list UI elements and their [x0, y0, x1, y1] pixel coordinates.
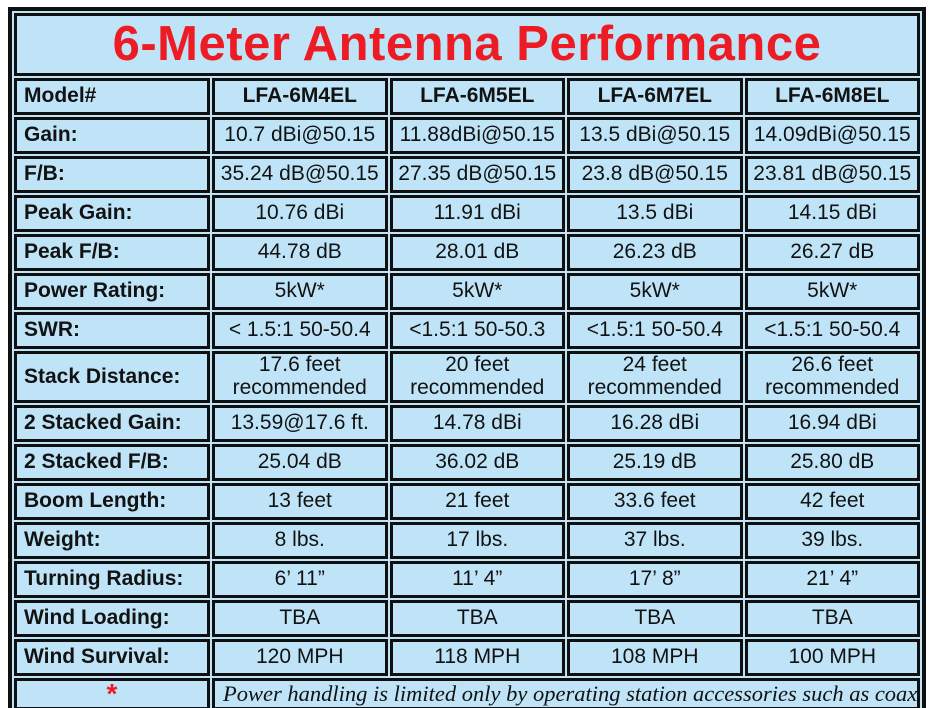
- cell-value: 39 lbs.: [744, 522, 920, 559]
- row-label: Power Rating:: [14, 273, 210, 310]
- cell-value: 23.81 dB@50.15: [744, 156, 920, 193]
- cell-value: 21 feet: [389, 483, 565, 520]
- cell-value: 35.24 dB@50.15: [212, 156, 388, 193]
- cell-value: 24 feet recommended: [567, 351, 743, 403]
- cell-value: 10.7 dBi@50.15: [212, 117, 388, 154]
- header-row: Model# LFA-6M4EL LFA-6M5EL LFA-6M7EL LFA…: [14, 78, 920, 115]
- cell-value: 17.6 feet recommended: [212, 351, 388, 403]
- cell-value: 13.5 dBi: [567, 195, 743, 232]
- cell-value: 5kW*: [567, 273, 743, 310]
- cell-value: 17 lbs.: [389, 522, 565, 559]
- cell-value: 44.78 dB: [212, 234, 388, 271]
- cell-value: 120 MPH: [212, 639, 388, 676]
- cell-value: 13.59@17.6 ft.: [212, 405, 388, 442]
- cell-value: 8 lbs.: [212, 522, 388, 559]
- row-label: F/B:: [14, 156, 210, 193]
- row-label: Gain:: [14, 117, 210, 154]
- footnote-text: Power handling is limited only by operat…: [212, 678, 920, 708]
- cell-value: 42 feet: [744, 483, 920, 520]
- row-label: Wind Loading:: [14, 600, 210, 637]
- cell-value: 26.6 feet recommended: [744, 351, 920, 403]
- row-label: 2 Stacked Gain:: [14, 405, 210, 442]
- row-label: Weight:: [14, 522, 210, 559]
- page-title: 6-Meter Antenna Performance: [14, 13, 920, 76]
- cell-value: 37 lbs.: [567, 522, 743, 559]
- cell-value: <1.5:1 50-50.4: [567, 312, 743, 349]
- row-label: Peak Gain:: [14, 195, 210, 232]
- row-label: Turning Radius:: [14, 561, 210, 598]
- row-label: Boom Length:: [14, 483, 210, 520]
- cell-value: 16.94 dBi: [744, 405, 920, 442]
- row-label: 2 Stacked F/B:: [14, 444, 210, 481]
- cell-value: 16.28 dBi: [567, 405, 743, 442]
- table-row: Stack Distance: 17.6 feet recommended 20 f…: [14, 351, 920, 403]
- row-label: SWR:: [14, 312, 210, 349]
- cell-value: <1.5:1 50-50.4: [744, 312, 920, 349]
- column-header-lfa-6m7el: LFA-6M7EL: [567, 78, 743, 115]
- cell-value: 11.91 dBi: [389, 195, 565, 232]
- column-header-model: Model#: [14, 78, 210, 115]
- table-row: Weight: 8 lbs. 17 lbs. 37 lbs. 39 lbs.: [14, 522, 920, 559]
- table-row: Wind Survival: 120 MPH 118 MPH 108 MPH 100 M…: [14, 639, 920, 676]
- cell-value: <1.5:1 50-50.3: [389, 312, 565, 349]
- cell-value: 23.8 dB@50.15: [567, 156, 743, 193]
- row-label: Peak F/B:: [14, 234, 210, 271]
- cell-value: 25.80 dB: [744, 444, 920, 481]
- footnote-asterisk: *: [14, 678, 210, 708]
- column-header-lfa-6m4el: LFA-6M4EL: [212, 78, 388, 115]
- cell-value: TBA: [567, 600, 743, 637]
- cell-value: 27.35 dB@50.15: [389, 156, 565, 193]
- cell-value: 10.76 dBi: [212, 195, 388, 232]
- cell-value: 108 MPH: [567, 639, 743, 676]
- cell-value: 5kW*: [744, 273, 920, 310]
- table-row: Wind Loading: TBA TBA TBA TBA: [14, 600, 920, 637]
- cell-value: < 1.5:1 50-50.4: [212, 312, 388, 349]
- cell-value: 118 MPH: [389, 639, 565, 676]
- column-header-lfa-6m8el: LFA-6M8EL: [744, 78, 920, 115]
- cell-value: TBA: [212, 600, 388, 637]
- cell-value: 21’ 4”: [744, 561, 920, 598]
- table-row: 2 Stacked F/B: 25.04 dB 36.02 dB 25.19 dB 25…: [14, 444, 920, 481]
- table-row: F/B: 35.24 dB@50.15 27.35 dB@50.15 23.8 dB@…: [14, 156, 920, 193]
- cell-value: 14.78 dBi: [389, 405, 565, 442]
- cell-value: 13.5 dBi@50.15: [567, 117, 743, 154]
- footnote-row: * Power handling is limited only by oper…: [14, 678, 920, 708]
- column-header-lfa-6m5el: LFA-6M5EL: [389, 78, 565, 115]
- cell-value: TBA: [744, 600, 920, 637]
- cell-value: 5kW*: [389, 273, 565, 310]
- table-row: Peak Gain: 10.76 dBi 11.91 dBi 13.5 dBi 14.1…: [14, 195, 920, 232]
- cell-value: 26.27 dB: [744, 234, 920, 271]
- table-row: 2 Stacked Gain: 13.59@17.6 ft. 14.78 dBi 16…: [14, 405, 920, 442]
- antenna-performance-table: 6-Meter Antenna Performance Model# LFA-6…: [8, 7, 926, 708]
- table-row: Peak F/B: 44.78 dB 28.01 dB 26.23 dB 26.27 d…: [14, 234, 920, 271]
- cell-value: 6’ 11”: [212, 561, 388, 598]
- cell-value: 14.09dBi@50.15: [744, 117, 920, 154]
- cell-value: 13 feet: [212, 483, 388, 520]
- table-row: Boom Length: 13 feet 21 feet 33.6 feet 42 fe…: [14, 483, 920, 520]
- cell-value: 33.6 feet: [567, 483, 743, 520]
- table-row: SWR: < 1.5:1 50-50.4 <1.5:1 50-50.3 <1.5:1 …: [14, 312, 920, 349]
- cell-value: 14.15 dBi: [744, 195, 920, 232]
- cell-value: 11’ 4”: [389, 561, 565, 598]
- cell-value: 26.23 dB: [567, 234, 743, 271]
- table-row: Turning Radius: 6’ 11” 11’ 4” 17’ 8” 21’ 4”: [14, 561, 920, 598]
- row-label: Stack Distance:: [14, 351, 210, 403]
- table-row: Gain: 10.7 dBi@50.15 11.88dBi@50.15 13.5 dB…: [14, 117, 920, 154]
- cell-value: TBA: [389, 600, 565, 637]
- cell-value: 100 MPH: [744, 639, 920, 676]
- cell-value: 5kW*: [212, 273, 388, 310]
- cell-value: 25.19 dB: [567, 444, 743, 481]
- cell-value: 28.01 dB: [389, 234, 565, 271]
- title-row: 6-Meter Antenna Performance: [14, 13, 920, 76]
- row-label: Wind Survival:: [14, 639, 210, 676]
- cell-value: 20 feet recommended: [389, 351, 565, 403]
- cell-value: 17’ 8”: [567, 561, 743, 598]
- cell-value: 25.04 dB: [212, 444, 388, 481]
- table-row: Power Rating: 5kW* 5kW* 5kW* 5kW*: [14, 273, 920, 310]
- cell-value: 11.88dBi@50.15: [389, 117, 565, 154]
- cell-value: 36.02 dB: [389, 444, 565, 481]
